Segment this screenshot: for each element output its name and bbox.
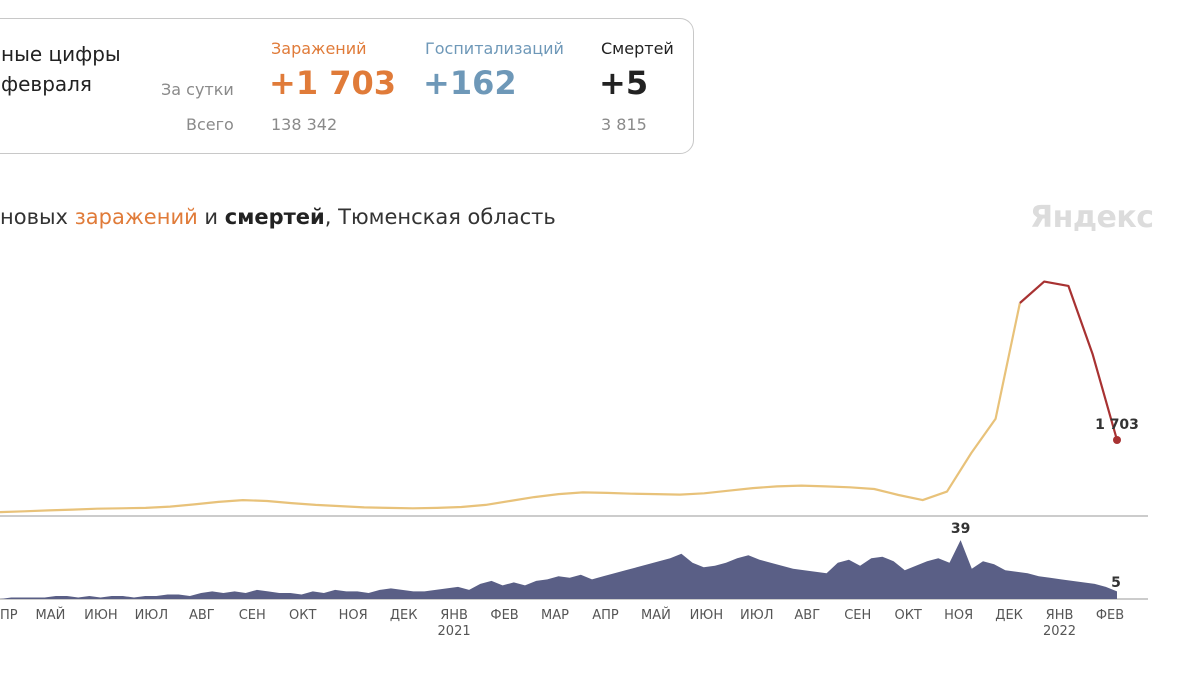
hospitalizations-label: Госпитализаций	[425, 39, 564, 58]
x-tick-label: АВГ	[794, 608, 820, 623]
x-tick-label: ИЮЛ	[135, 608, 169, 623]
x-tick-label: ФЕВ	[1096, 608, 1124, 623]
yandex-watermark: Яндекс	[1030, 200, 1154, 235]
x-tick-label: ДЕК	[995, 608, 1023, 623]
deaths-peak-label: 39	[951, 521, 970, 537]
infections-end-point	[1113, 436, 1121, 445]
summary-card: ные цифры февраля За сутки Всего Заражен…	[0, 18, 694, 154]
deaths-total: 3 815	[601, 115, 647, 134]
deaths-label: Смертей	[601, 39, 674, 58]
infections-peak-line	[1019, 280, 1119, 441]
subtitle-part5: , Тюменская область	[324, 205, 556, 229]
x-tick-label: ИЮН	[690, 608, 724, 623]
row-label-daily: За сутки	[161, 80, 234, 99]
x-tick-label: ОКТ	[894, 608, 921, 623]
x-tick-label: ЯНВ	[1046, 608, 1074, 623]
x-tick-label: МАЙ	[641, 607, 671, 623]
deaths-area	[0, 540, 1117, 599]
x-tick-label: ИЮЛ	[740, 608, 774, 623]
infections-daily: +1 703	[269, 64, 397, 102]
x-tick-label: СЕН	[844, 608, 871, 623]
hospitalizations-daily: +162	[423, 64, 517, 102]
deaths-daily: +5	[599, 64, 649, 102]
summary-title-line2: февраля	[1, 72, 92, 96]
infections-total: 138 342	[271, 115, 338, 134]
x-tick-year: 2022	[1043, 624, 1076, 639]
subtitle-infections-word: заражений	[74, 205, 198, 229]
deaths-end-label: 5	[1111, 575, 1121, 591]
subtitle-part1: новых	[0, 205, 75, 229]
x-tick-label: АВГ	[189, 608, 215, 623]
x-tick-year: 2021	[438, 624, 471, 639]
x-tick-label: ЯНВ	[440, 608, 468, 623]
row-label-total: Всего	[186, 115, 234, 134]
subtitle-part3: и	[197, 205, 225, 229]
x-tick-label: ДЕК	[390, 608, 418, 623]
x-tick-label: ФЕВ	[490, 608, 518, 623]
x-tick-label: ПР	[0, 608, 18, 623]
summary-title-line1: ные цифры	[1, 42, 121, 66]
x-tick-label: АПР	[592, 608, 619, 623]
x-tick-label: МАР	[541, 608, 569, 623]
infections-end-label: 1 703	[1095, 417, 1139, 433]
infections-label: Заражений	[271, 39, 367, 58]
subtitle-deaths-word: смертей	[224, 205, 325, 229]
x-tick-label: МАЙ	[36, 607, 66, 623]
x-tick-label: СЕН	[239, 608, 266, 623]
chart-subtitle: новых заражений и смертей, Тюменская обл…	[0, 205, 556, 229]
x-tick-label: ИЮН	[84, 608, 118, 623]
x-tick-label: НОЯ	[339, 608, 368, 623]
x-tick-label: НОЯ	[944, 608, 973, 623]
infections-line	[0, 302, 1021, 514]
x-tick-label: ОКТ	[289, 608, 316, 623]
